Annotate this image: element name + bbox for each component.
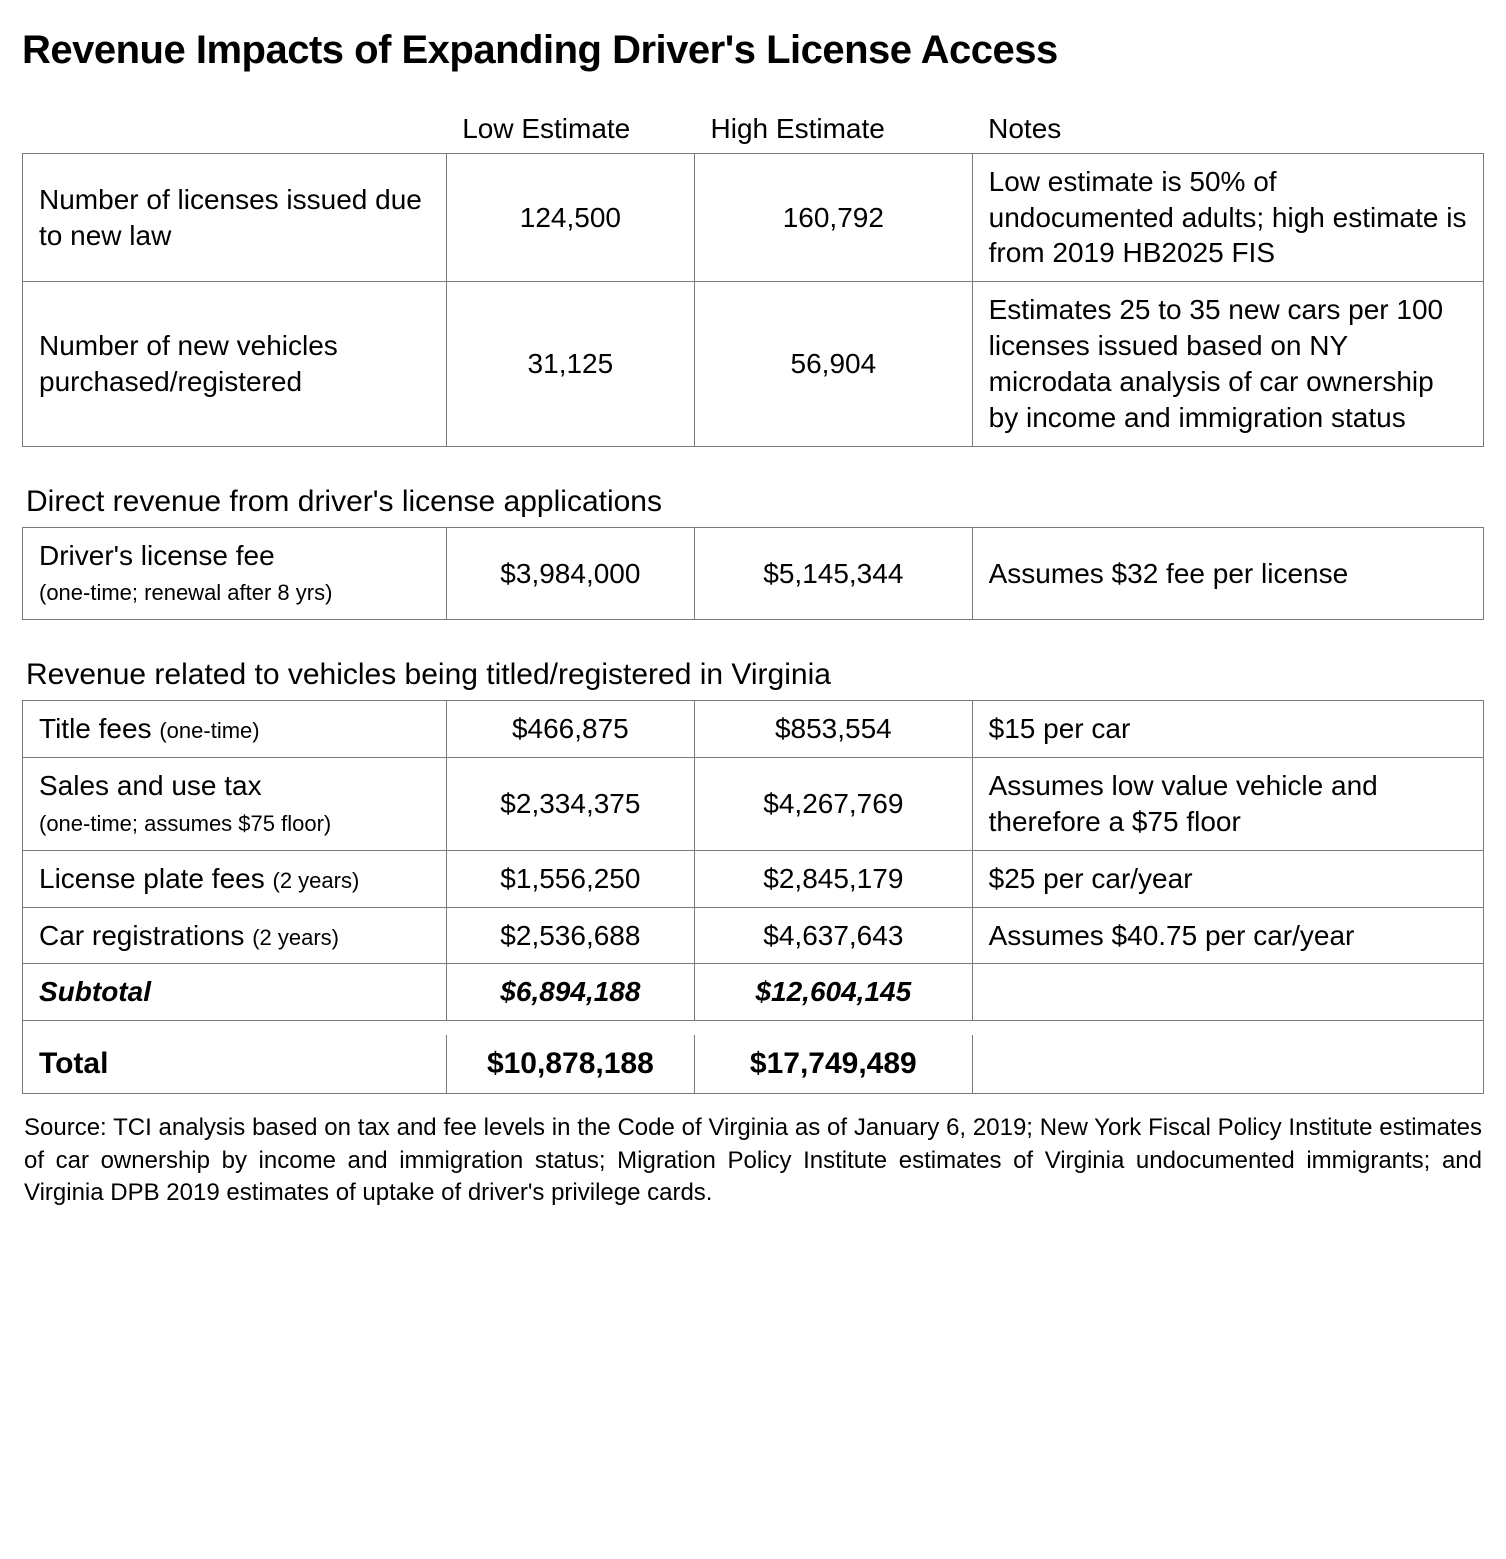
row-label: Title fees (one-time)	[23, 701, 447, 758]
direct-revenue-table: Driver's license fee (one-time; renewal …	[22, 527, 1484, 621]
assumptions-table: Low Estimate High Estimate Notes Number …	[22, 101, 1484, 447]
cell-notes: Assumes $32 fee per license	[972, 527, 1483, 620]
cell-high: $2,845,179	[695, 850, 973, 907]
source-note: Source: TCI analysis based on tax and fe…	[22, 1112, 1484, 1209]
col-low: Low Estimate	[446, 101, 694, 153]
cell-notes: Assumes low value vehicle and therefore …	[972, 758, 1483, 851]
table-row: Car registrations (2 years) $2,536,688 $…	[23, 907, 1484, 964]
total-high: $17,749,489	[695, 1035, 973, 1094]
page-title: Revenue Impacts of Expanding Driver's Li…	[22, 28, 1484, 73]
cell-notes: Low estimate is 50% of undocumented adul…	[972, 153, 1483, 281]
cell-low: $2,334,375	[446, 758, 694, 851]
col-notes: Notes	[972, 101, 1483, 153]
cell-high: $4,267,769	[695, 758, 973, 851]
subtotal-label: Subtotal	[23, 964, 447, 1021]
cell-low: $3,984,000	[446, 527, 694, 620]
table-row: Driver's license fee (one-time; renewal …	[23, 527, 1484, 620]
row-label: Driver's license fee (one-time; renewal …	[23, 527, 447, 620]
cell-notes: Assumes $40.75 per car/year	[972, 907, 1483, 964]
cell-low: 31,125	[446, 282, 694, 446]
cell-high: $4,637,643	[695, 907, 973, 964]
vehicle-revenue-table: Title fees (one-time) $466,875 $853,554 …	[22, 700, 1484, 1094]
total-low: $10,878,188	[446, 1035, 694, 1094]
cell-high: 160,792	[695, 153, 973, 281]
total-label: Total	[23, 1035, 447, 1094]
cell-high: $853,554	[695, 701, 973, 758]
subtotal-row: Subtotal $6,894,188 $12,604,145	[23, 964, 1484, 1021]
row-label: Sales and use tax(one-time; assumes $75 …	[23, 758, 447, 851]
cell-low: $1,556,250	[446, 850, 694, 907]
row-label: Number of new vehicles purchased/registe…	[23, 282, 447, 446]
cell-low: 124,500	[446, 153, 694, 281]
section-heading-vehicle-revenue: Revenue related to vehicles being titled…	[26, 658, 1484, 692]
row-label: Car registrations (2 years)	[23, 907, 447, 964]
subtotal-low: $6,894,188	[446, 964, 694, 1021]
cell-high: $5,145,344	[695, 527, 973, 620]
table-row: Sales and use tax(one-time; assumes $75 …	[23, 758, 1484, 851]
cell-notes: $25 per car/year	[972, 850, 1483, 907]
subtotal-high: $12,604,145	[695, 964, 973, 1021]
table-row: License plate fees (2 years) $1,556,250 …	[23, 850, 1484, 907]
total-row: Total $10,878,188 $17,749,489	[23, 1035, 1484, 1094]
cell-notes: Estimates 25 to 35 new cars per 100 lice…	[972, 282, 1483, 446]
cell-notes: $15 per car	[972, 701, 1483, 758]
row-label: License plate fees (2 years)	[23, 850, 447, 907]
table-row: Title fees (one-time) $466,875 $853,554 …	[23, 701, 1484, 758]
cell-low: $466,875	[446, 701, 694, 758]
table-row: Number of new vehicles purchased/registe…	[23, 282, 1484, 446]
section-heading-direct-revenue: Direct revenue from driver's license app…	[26, 485, 1484, 519]
table-row: Number of licenses issued due to new law…	[23, 153, 1484, 281]
col-high: High Estimate	[695, 101, 973, 153]
row-label: Number of licenses issued due to new law	[23, 153, 447, 281]
cell-high: 56,904	[695, 282, 973, 446]
cell-low: $2,536,688	[446, 907, 694, 964]
